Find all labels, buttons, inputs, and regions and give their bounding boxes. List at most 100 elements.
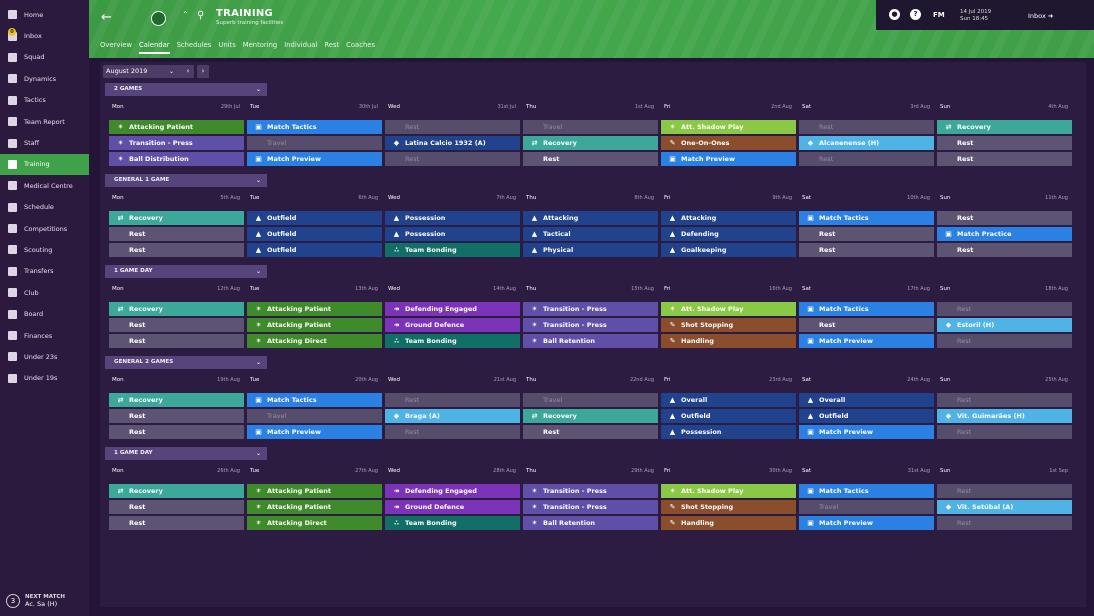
session-cell[interactable]: ✶ Transition - Press [523, 318, 658, 332]
session-cell[interactable]: ▲ Outfield [247, 243, 382, 257]
session-cell[interactable]: ▣ Match Preview [247, 425, 382, 439]
up-down-arrows-icon[interactable]: ⌃ [182, 10, 189, 19]
session-cell[interactable]: Rest [385, 393, 520, 407]
session-cell[interactable]: ↠ Defending Engaged [385, 302, 520, 316]
session-cell[interactable]: Travel [247, 409, 382, 423]
sidebar-item-scouting[interactable]: Scouting [0, 239, 89, 260]
session-cell[interactable]: ✶ Transition - Press [523, 302, 658, 316]
sidebar-item-dynamics[interactable]: Dynamics [0, 68, 89, 89]
session-cell[interactable]: Rest [109, 409, 244, 423]
session-cell[interactable]: ✶ Attacking Patient [247, 318, 382, 332]
session-cell[interactable]: ▲ Attacking [523, 211, 658, 225]
session-cell[interactable]: ∴ Team Bonding [385, 243, 520, 257]
session-cell[interactable]: ▲ Attacking [661, 211, 796, 225]
sidebar-item-transfers[interactable]: Transfers [0, 261, 89, 282]
sidebar-item-inbox[interactable]: 0 Inbox [0, 25, 89, 46]
session-cell[interactable]: Rest [799, 318, 934, 332]
sidebar-item-finances[interactable]: Finances [0, 325, 89, 346]
session-cell[interactable]: Rest [109, 516, 244, 530]
sidebar-item-schedule[interactable]: Schedule [0, 197, 89, 218]
session-cell[interactable]: ▲ Outfield [799, 409, 934, 423]
session-cell[interactable]: ◆ Alcanenense (H) [799, 136, 934, 150]
week-selector[interactable]: 1 GAME DAY ⌄ [105, 447, 267, 460]
sidebar-item-squad[interactable]: Squad [0, 47, 89, 68]
session-cell[interactable]: ✎ Shot Stopping [661, 500, 796, 514]
session-cell[interactable]: Travel [523, 393, 658, 407]
session-cell[interactable]: ✶ Attacking Direct [247, 334, 382, 348]
session-cell[interactable]: ◆ Braga (A) [385, 409, 520, 423]
session-cell[interactable]: ▣ Match Preview [799, 334, 934, 348]
session-cell[interactable]: ⇄ Recovery [523, 136, 658, 150]
session-cell[interactable]: ▣ Match Preview [247, 152, 382, 166]
session-cell[interactable]: Rest [937, 393, 1072, 407]
week-selector[interactable]: 2 GAMES ⌄ [105, 83, 267, 96]
fm-logo[interactable]: FM [933, 11, 945, 19]
session-cell[interactable]: Rest [937, 152, 1072, 166]
session-cell[interactable]: ▲ Possession [385, 227, 520, 241]
session-cell[interactable]: Rest [799, 243, 934, 257]
session-cell[interactable]: ▲ Possession [385, 211, 520, 225]
session-cell[interactable]: Rest [109, 243, 244, 257]
session-cell[interactable]: ∴ Team Bonding [385, 516, 520, 530]
session-cell[interactable]: ⇄ Recovery [109, 302, 244, 316]
session-cell[interactable]: ▲ Defending [661, 227, 796, 241]
sidebar-item-tactics[interactable]: Tactics [0, 90, 89, 111]
session-cell[interactable]: Rest [109, 425, 244, 439]
session-cell[interactable]: ▲ Overall [661, 393, 796, 407]
tab-coaches[interactable]: Coaches [346, 41, 375, 49]
session-cell[interactable]: Travel [523, 120, 658, 134]
tab-individual[interactable]: Individual [284, 41, 318, 49]
sidebar-item-home[interactable]: Home [0, 4, 89, 25]
session-cell[interactable]: ✶ Transition - Press [109, 136, 244, 150]
session-cell[interactable]: Rest [937, 211, 1072, 225]
next-match[interactable]: 3 NEXT MATCH Ac. Sa (H) [6, 594, 65, 608]
session-cell[interactable]: Rest [799, 227, 934, 241]
session-cell[interactable]: ⇄ Recovery [109, 393, 244, 407]
next-month-button[interactable]: › [197, 65, 209, 78]
session-cell[interactable]: ✶ Transition - Press [523, 484, 658, 498]
session-cell[interactable]: ▲ Outfield [661, 409, 796, 423]
session-cell[interactable]: ✶ Attacking Patient [109, 120, 244, 134]
session-cell[interactable]: ✶ Att. Shadow Play [661, 484, 796, 498]
session-cell[interactable]: ✶ Att. Shadow Play [661, 302, 796, 316]
week-selector[interactable]: 1 GAME DAY ⌄ [105, 265, 267, 278]
session-cell[interactable]: ✎ Shot Stopping [661, 318, 796, 332]
session-cell[interactable]: ✎ One-On-Ones [661, 136, 796, 150]
session-cell[interactable]: ▣ Match Tactics [799, 211, 934, 225]
session-cell[interactable]: ⇄ Recovery [109, 484, 244, 498]
session-cell[interactable]: ▲ Goalkeeping [661, 243, 796, 257]
tab-overview[interactable]: Overview [100, 41, 132, 49]
session-cell[interactable]: ▣ Match Preview [799, 516, 934, 530]
session-cell[interactable]: ↠ Ground Defence [385, 318, 520, 332]
tab-schedules[interactable]: Schedules [176, 41, 212, 49]
session-cell[interactable]: Rest [937, 334, 1072, 348]
session-cell[interactable]: ◆ Vit. Setúbal (A) [937, 500, 1072, 514]
session-cell[interactable]: Rest [937, 302, 1072, 316]
back-arrow-icon[interactable]: ← [101, 10, 112, 25]
session-cell[interactable]: Rest [385, 425, 520, 439]
session-cell[interactable]: ∴ Team Bonding [385, 334, 520, 348]
tab-mentoring[interactable]: Mentoring [242, 41, 278, 49]
session-cell[interactable]: ✶ Ball Distribution [109, 152, 244, 166]
tab-calendar[interactable]: Calendar [139, 41, 170, 54]
sidebar-item-under-19s[interactable]: Under 19s [0, 368, 89, 389]
session-cell[interactable]: ✶ Attacking Patient [247, 484, 382, 498]
session-cell[interactable]: Rest [385, 152, 520, 166]
session-cell[interactable]: ▲ Overall [799, 393, 934, 407]
session-cell[interactable]: ✶ Transition - Press [523, 500, 658, 514]
search-icon[interactable]: ⚲ [197, 10, 205, 21]
session-cell[interactable]: ✎ Handling [661, 334, 796, 348]
help-icon[interactable]: ? [910, 9, 921, 20]
session-cell[interactable]: ✶ Ball Retention [523, 516, 658, 530]
sidebar-item-team-report[interactable]: Team Report [0, 111, 89, 132]
sidebar-item-competitions[interactable]: Competitions [0, 218, 89, 239]
session-cell[interactable]: Travel [247, 136, 382, 150]
session-cell[interactable]: Rest [109, 500, 244, 514]
session-cell[interactable]: ◆ Latina Calcio 1932 (A) [385, 136, 520, 150]
session-cell[interactable]: ⇄ Recovery [523, 409, 658, 423]
session-cell[interactable]: Rest [523, 425, 658, 439]
session-cell[interactable]: ✶ Attacking Patient [247, 302, 382, 316]
week-selector[interactable]: GENERAL 2 GAMES ⌄ [105, 356, 267, 369]
session-cell[interactable]: Rest [799, 120, 934, 134]
session-cell[interactable]: ✶ Attacking Patient [247, 500, 382, 514]
